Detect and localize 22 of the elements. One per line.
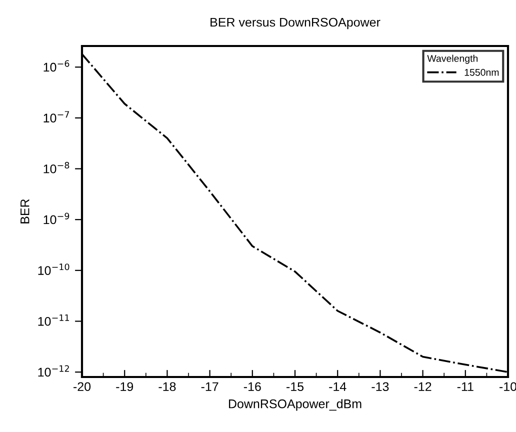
x-tick-label: -19 xyxy=(116,382,134,392)
x-tick-label: -11 xyxy=(457,382,474,391)
y-tick-label: 10$^{−6}$ xyxy=(44,60,70,72)
x-tick-label: -15 xyxy=(286,382,304,392)
x-tick-label: -18 xyxy=(158,382,176,392)
chart-title: BER versus DownRSOApower xyxy=(210,18,380,30)
legend-label: 1550nm xyxy=(464,68,499,76)
y-tick-label: 10$^{−8}$ xyxy=(44,162,70,174)
x-tick-label: -12 xyxy=(414,382,432,391)
x-tick-label: -14 xyxy=(329,382,346,391)
y-axis-title: BER xyxy=(20,199,30,224)
y-tick-label: 10$^{−7}$ xyxy=(44,111,69,122)
x-tick-label: -20 xyxy=(74,382,91,392)
x-axis-title: DownRSOApower_dBm xyxy=(228,399,362,411)
legend-title: Wavelength xyxy=(427,54,478,64)
x-tick-label: -17 xyxy=(201,382,218,391)
y-tick-label: 10$^{−11}$ xyxy=(38,314,69,326)
x-tick-label: -13 xyxy=(372,382,389,392)
y-tick-label: 10$^{−10}$ xyxy=(38,264,70,275)
y-tick-label: 10$^{−9}$ xyxy=(44,212,70,224)
y-tick-label: 10$^{−12}$ xyxy=(38,365,69,377)
x-tick-label: -16 xyxy=(244,382,261,392)
